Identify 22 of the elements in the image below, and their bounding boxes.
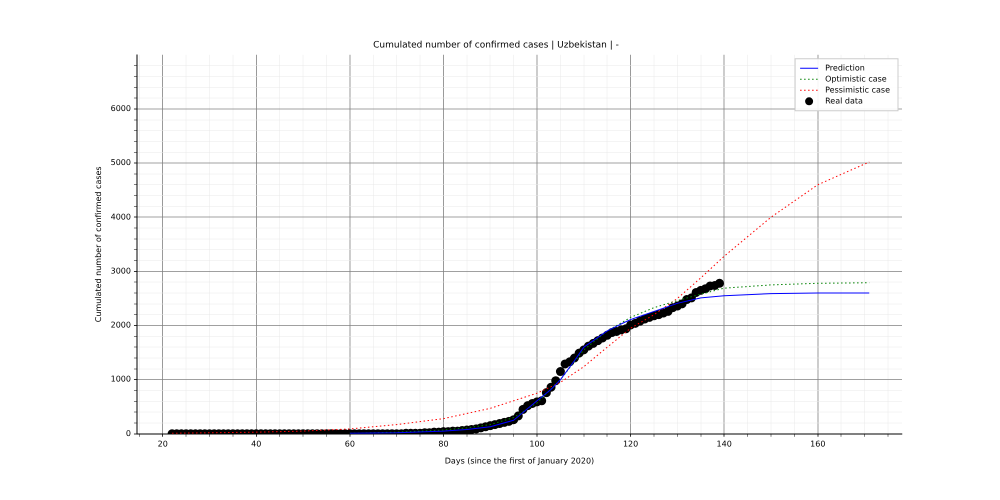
legend-label: Real data [825, 96, 864, 106]
y-tick-label: 6000 [110, 104, 131, 114]
y-tick-label: 1000 [110, 374, 131, 384]
x-tick-label: 120 [622, 440, 638, 449]
legend-label: Prediction [825, 63, 865, 72]
x-axis-title: Days (since the first of January 2020) [444, 456, 594, 466]
x-tick-label: 20 [158, 440, 168, 449]
y-tick-label: 2000 [110, 320, 131, 330]
x-tick-label: 100 [529, 440, 545, 449]
y-tick-label: 5000 [110, 158, 131, 168]
y-tick-label: 3000 [110, 266, 131, 276]
x-tick-label: 60 [344, 440, 355, 449]
chart-title: Cumulated number of confirmed cases | Uzbekistan | - [373, 40, 619, 51]
y-tick-label: 0 [126, 428, 131, 438]
y-axis-title: Cumulated number of confirmed cases [94, 166, 103, 322]
y-tick-label: 4000 [110, 212, 131, 222]
x-tick-label: 140 [716, 440, 732, 449]
legend-label: Optimistic case [825, 74, 887, 84]
x-tick-label: 160 [810, 440, 826, 449]
x-tick-label: 80 [438, 440, 449, 449]
legend-label: Pessimistic case [825, 85, 890, 94]
x-tick-label: 40 [251, 440, 262, 449]
